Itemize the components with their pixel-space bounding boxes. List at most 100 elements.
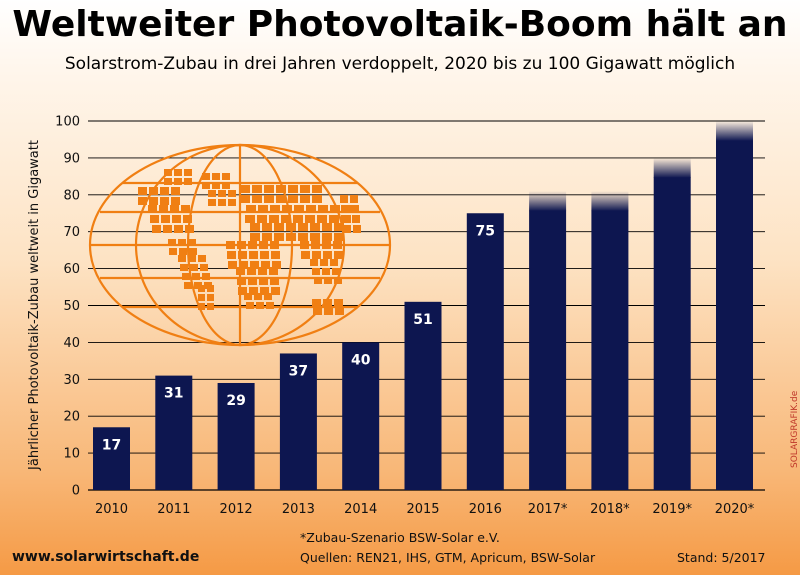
solar-panel xyxy=(314,277,322,284)
solar-panel xyxy=(189,248,197,255)
solar-panel xyxy=(322,233,332,241)
solar-panel xyxy=(260,287,269,295)
solar-panel xyxy=(228,190,236,197)
solar-panel xyxy=(282,205,292,213)
solar-panel xyxy=(332,268,340,275)
solar-panel xyxy=(342,215,350,223)
solar-panel xyxy=(293,215,303,223)
solar-panel xyxy=(161,215,170,223)
solar-panel xyxy=(274,223,284,231)
solar-panel xyxy=(258,205,268,213)
solar-panel xyxy=(180,264,188,271)
data-labels: 17 31 29 37 40 51 75 xyxy=(102,223,495,453)
solar-panel xyxy=(323,251,332,259)
x-tick-label: 2014 xyxy=(344,502,377,517)
y-axis-ticks: 0 10 20 30 40 50 60 70 80 90 100 xyxy=(55,115,80,499)
bar-fade-top xyxy=(529,191,567,212)
solar-panel xyxy=(324,277,332,284)
solar-panel xyxy=(351,205,359,213)
solar-panel xyxy=(262,233,272,241)
data-label: 40 xyxy=(351,352,371,368)
solar-panel xyxy=(264,293,272,300)
solar-panel xyxy=(198,255,206,262)
solar-panel xyxy=(164,169,172,176)
solar-panel xyxy=(352,215,360,223)
solar-panel xyxy=(264,195,274,203)
data-label: 37 xyxy=(289,363,308,379)
solar-panel xyxy=(237,241,246,249)
solar-panel xyxy=(170,205,179,213)
solar-panel xyxy=(148,205,157,213)
solar-panel xyxy=(171,197,180,205)
solar-panel xyxy=(312,185,322,193)
solar-panel xyxy=(207,294,214,301)
x-tick-label: 2020* xyxy=(715,502,755,517)
bar xyxy=(342,342,380,490)
solar-panel xyxy=(286,233,296,241)
bar xyxy=(529,210,567,491)
solar-panel xyxy=(246,205,256,213)
solar-panel xyxy=(350,195,358,203)
solar-panel xyxy=(245,215,255,223)
solar-panel xyxy=(164,178,172,185)
solar-panel xyxy=(138,197,147,205)
solar-panel xyxy=(322,268,330,275)
y-tick-label: 80 xyxy=(63,188,80,203)
solar-panel xyxy=(274,233,284,241)
y-tick-label: 60 xyxy=(63,262,80,277)
solar-panel xyxy=(300,241,309,249)
bar xyxy=(404,301,442,490)
bar xyxy=(716,140,753,490)
solar-panel xyxy=(149,187,158,195)
solar-panel xyxy=(272,261,281,269)
solar-panel xyxy=(226,241,235,249)
solar-panel xyxy=(212,182,220,189)
solar-panel xyxy=(269,267,278,275)
solar-panel xyxy=(149,197,158,205)
x-tick-label: 2018* xyxy=(590,502,630,517)
solar-panel xyxy=(184,282,192,289)
solar-panel xyxy=(317,215,327,223)
solar-panel xyxy=(305,215,315,223)
graphic-credit: SOLARGRAFIK.de xyxy=(790,390,800,468)
website-link[interactable]: www.solarwirtschaft.de xyxy=(12,549,200,565)
solar-panel xyxy=(237,277,246,285)
solar-panel xyxy=(185,225,194,233)
solar-panel xyxy=(202,182,210,189)
solar-panel xyxy=(248,241,257,249)
solar-panel xyxy=(262,223,272,231)
solar-panel xyxy=(198,303,205,310)
solar-panel xyxy=(150,215,159,223)
y-tick-label: 40 xyxy=(63,336,80,351)
solar-panel xyxy=(288,185,298,193)
solar-panel xyxy=(152,225,161,233)
solar-panel xyxy=(160,187,169,195)
solar-panel xyxy=(298,223,308,231)
solar-panel xyxy=(270,241,279,249)
solar-panel xyxy=(329,215,339,223)
solar-panel xyxy=(334,299,343,306)
solar-panel xyxy=(236,267,245,275)
solar-panel xyxy=(270,205,280,213)
solar-panel xyxy=(250,223,260,231)
solar-panel xyxy=(202,173,210,180)
y-tick-label: 30 xyxy=(63,373,80,388)
solar-panel xyxy=(222,182,230,189)
solar-panel xyxy=(248,277,257,285)
solar-panel xyxy=(341,205,349,213)
solar-panel xyxy=(310,259,318,266)
solar-panel xyxy=(301,251,310,259)
bar-fade-top xyxy=(716,121,753,141)
solar-panel xyxy=(281,215,291,223)
solar-panel xyxy=(312,299,321,306)
solar-panel xyxy=(208,190,216,197)
data-label: 75 xyxy=(476,223,495,239)
solar-panel xyxy=(343,225,351,233)
solar-panel xyxy=(323,299,332,306)
solar-panel xyxy=(310,233,320,241)
solar-panel xyxy=(310,223,320,231)
globe-with-solar-panels-icon xyxy=(88,143,392,347)
solar-panel xyxy=(333,241,342,249)
solar-panel xyxy=(249,251,258,259)
solar-panel xyxy=(200,264,208,271)
